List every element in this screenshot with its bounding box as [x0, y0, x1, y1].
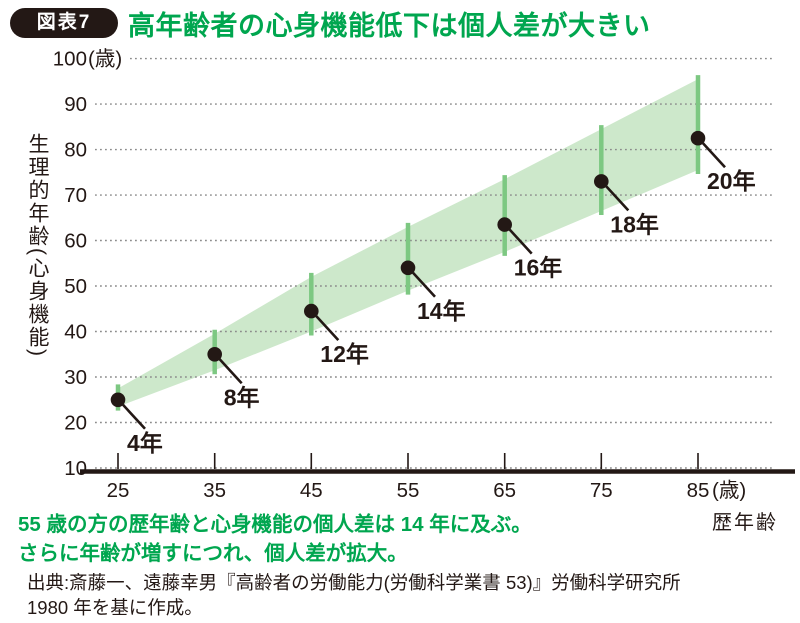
point-leader-85 — [702, 142, 726, 169]
point-label-65: 16年 — [514, 255, 563, 281]
point-label-35: 8年 — [224, 384, 260, 410]
x-tick-label-35: 35 — [203, 479, 226, 502]
x-tick-label-55: 55 — [397, 479, 420, 502]
annotation-text: 55 歳の方の歴年齢と心身機能の個人差は 14 年に及ぶ。 さらに年齢が増すにつ… — [18, 511, 532, 568]
y-tick-label-50: 50 — [64, 275, 87, 298]
y-tick-label-40: 40 — [64, 321, 87, 344]
point-label-55: 14年 — [417, 298, 466, 324]
figure-title: 高年齢者の心身機能低下は個人差が大きい — [128, 11, 651, 41]
x-tick-label-45: 45 — [300, 479, 323, 502]
source-line-2: 1980 年を基に作成。 — [27, 596, 203, 618]
y-tick-label-10: 10 — [64, 457, 87, 480]
point-label-45: 12年 — [320, 341, 369, 367]
y-tick-label-30: 30 — [64, 366, 87, 389]
point-label-75: 18年 — [610, 211, 659, 237]
point-leader-55 — [412, 271, 436, 298]
data-point-35 — [207, 347, 222, 362]
data-point-65 — [497, 217, 512, 232]
x-tick-label-65: 65 — [493, 479, 516, 502]
data-point-45 — [304, 303, 319, 319]
figure-number-badge: 図表7 — [10, 8, 118, 38]
point-label-85: 20年 — [707, 168, 756, 194]
data-point-75 — [594, 174, 609, 189]
point-leader-65 — [508, 228, 533, 255]
point-leader-25 — [122, 403, 146, 430]
x-tick-label-85: 85 — [687, 479, 710, 502]
x-axis-unit: (歳) — [712, 479, 746, 502]
y-axis-title: 生理的年齢(心身機能) — [26, 133, 49, 358]
x-tick-label-75: 75 — [590, 479, 613, 502]
y-axis-unit: (歳) — [88, 48, 122, 71]
point-label-25: 4年 — [127, 430, 163, 456]
y-tick-label-80: 80 — [64, 139, 87, 162]
source-line-1: 出典:斎藤一、遠藤幸男『高齢者の労働能力(労働科学業書 53)』労働科学研究所 — [27, 572, 681, 593]
point-leader-45 — [315, 315, 340, 341]
annotation-line-2: さらに年齢が増すにつれ、個人差が拡大。 — [18, 541, 408, 565]
source-text: 出典:斎藤一、遠藤幸男『高齢者の労働能力(労働科学業書 53)』労働科学研究所 … — [27, 571, 681, 620]
data-point-25 — [110, 392, 126, 408]
y-tick-label-20: 20 — [64, 412, 87, 435]
data-point-55 — [400, 260, 416, 276]
point-leader-35 — [218, 358, 243, 385]
x-axis-title: 歴年齢 — [712, 512, 778, 534]
y-tick-label-90: 90 — [64, 93, 87, 116]
y-tick-label-70: 70 — [64, 184, 87, 207]
data-point-85 — [690, 130, 706, 146]
annotation-line-1: 55 歳の方の歴年齢と心身機能の個人差は 14 年に及ぶ。 — [18, 513, 532, 536]
y-tick-label-60: 60 — [64, 230, 87, 253]
point-leader-75 — [605, 185, 630, 212]
y-tick-label-100: 100 — [53, 48, 87, 71]
x-tick-label-25: 25 — [107, 479, 130, 502]
